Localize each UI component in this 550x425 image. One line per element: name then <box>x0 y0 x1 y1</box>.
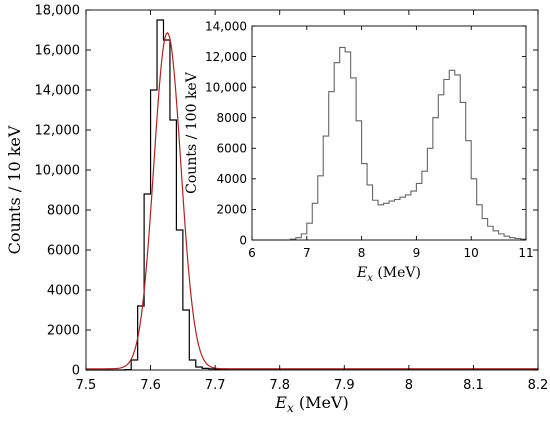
inset-x-tick-label: 8 <box>358 246 366 260</box>
inset-y-tick-label: 0 <box>239 233 247 247</box>
main-histogram-bin <box>189 360 195 370</box>
main-histogram-bin <box>183 310 189 370</box>
inset-x-tick-label: 7 <box>303 246 311 260</box>
inset-histogram-bin <box>323 136 328 240</box>
main-x-tick-label: 7.9 <box>334 378 355 393</box>
main-x-tick-label: 7.8 <box>269 378 290 393</box>
main-y-tick-label: 8000 <box>47 204 80 219</box>
main-x-tick-label: 8 <box>405 378 413 393</box>
inset-y-tick-label: 4000 <box>216 172 247 186</box>
main-y-tick-label: 10,000 <box>35 164 81 179</box>
inset-histogram-bin <box>455 75 460 240</box>
inset-y-tick-label: 14,000 <box>205 19 247 33</box>
inset-histogram-bin <box>405 195 410 240</box>
inset-histogram-bin <box>427 148 432 240</box>
inset-x-tick-label: 10 <box>464 246 479 260</box>
main-y-tick-label: 18,000 <box>35 4 81 19</box>
main-x-tick-label: 7.5 <box>76 378 97 393</box>
inset-histogram-bin <box>307 223 312 240</box>
inset-histogram-bin <box>362 164 367 240</box>
inset-histogram-bin <box>416 183 421 240</box>
inset-y-tick-label: 10,000 <box>205 80 247 94</box>
inset-x-tick-label: 9 <box>413 246 421 260</box>
inset-histogram-bin <box>477 205 482 240</box>
main-y-tick-label: 2000 <box>47 324 80 339</box>
main-x-axis-title: Ex (MeV) <box>274 393 348 415</box>
inset-histogram-bin <box>488 226 493 240</box>
main-y-tick-label: 4000 <box>47 284 80 299</box>
inset-histogram-bin <box>504 236 509 240</box>
inset-histogram-bin <box>384 203 389 240</box>
inset-histogram-bin <box>389 201 394 240</box>
inset-histogram-bin <box>367 185 372 240</box>
inset-histogram-bin <box>449 70 454 240</box>
inset-y-tick-label: 2000 <box>216 203 247 217</box>
main-x-tick-label: 7.6 <box>140 378 161 393</box>
inset-histogram-bin <box>329 92 334 240</box>
inset-histogram-bin <box>422 171 427 240</box>
main-x-tick-label: 8.2 <box>528 378 549 393</box>
inset-x-tick-label: 6 <box>248 246 256 260</box>
main-x-axis-unit: (MeV) <box>294 393 349 412</box>
main-y-tick-label: 6000 <box>47 244 80 259</box>
main-y-tick-label: 14,000 <box>35 84 81 99</box>
inset-histogram-bin <box>411 191 416 240</box>
main-histogram-bin <box>170 120 176 370</box>
main-x-axis-var: E <box>274 393 287 412</box>
inset-histogram-bin <box>356 121 361 240</box>
inset-histogram-bin <box>471 179 476 240</box>
main-x-tick-label: 8.1 <box>463 378 484 393</box>
inset-x-tick-label: 11 <box>518 246 533 260</box>
inset-histogram-bin <box>340 47 345 240</box>
inset-histogram-bin <box>499 234 504 240</box>
main-y-tick-label: 0 <box>72 364 80 379</box>
main-histogram-bin <box>176 230 182 370</box>
inset-histogram-bin <box>460 102 465 240</box>
inset-y-tick-label: 8000 <box>216 111 247 125</box>
inset-histogram-bin <box>301 234 306 240</box>
inset-histogram-bin <box>378 205 383 240</box>
inset-x-axis-var: E <box>356 265 367 281</box>
main-y-tick-label: 16,000 <box>35 44 81 59</box>
inset-histogram-bin <box>493 231 498 240</box>
inset-histogram-bin <box>373 200 378 240</box>
main-histogram-bin <box>131 360 137 370</box>
main-histogram-bin <box>163 40 169 370</box>
main-x-tick-label: 7.7 <box>205 378 226 393</box>
inset-histogram-bin <box>400 197 405 240</box>
inset-histogram-bin <box>312 203 317 240</box>
inset-histogram-bin <box>394 199 399 240</box>
inset-histogram-bin <box>466 141 471 240</box>
main-y-tick-label: 12,000 <box>35 124 81 139</box>
inset-histogram-bin <box>318 176 323 240</box>
inset-y-axis-title: Counts / 100 keV <box>184 71 200 194</box>
inset-histogram-bin <box>334 63 339 240</box>
inset-histogram-bin <box>345 52 350 240</box>
inset-histogram-bin <box>438 95 443 240</box>
inset-y-tick-label: 6000 <box>216 142 247 156</box>
inset-y-tick-label: 12,000 <box>205 50 247 64</box>
inset-histogram-bin <box>482 219 487 240</box>
inset-histogram-bin <box>351 78 356 240</box>
inset-histogram-bin <box>444 80 449 241</box>
main-y-axis-title: Counts / 10 keV <box>5 125 24 254</box>
inset-histogram-bin <box>433 118 438 240</box>
inset-x-axis-unit: (MeV) <box>373 265 421 281</box>
